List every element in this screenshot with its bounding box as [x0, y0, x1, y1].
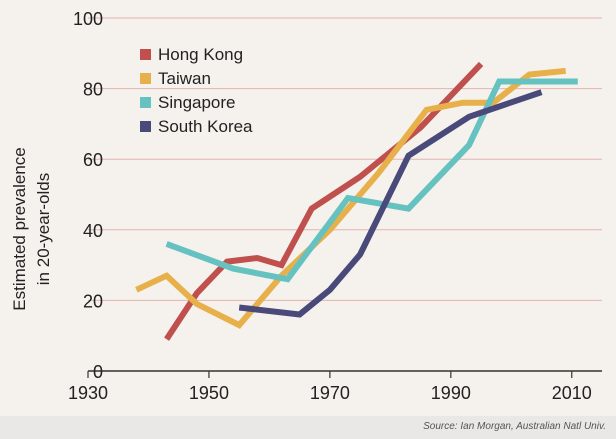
legend-swatch	[140, 121, 151, 132]
x-tick-label: 1970	[310, 383, 350, 403]
legend: Hong Kong Taiwan Singapore South Korea	[140, 45, 253, 136]
series-line-south-korea	[238, 89, 543, 318]
x-tick-label: 1990	[431, 383, 471, 403]
legend-swatch	[140, 97, 151, 108]
x-tick-label: 1930	[68, 383, 108, 403]
gridlines	[88, 17, 602, 301]
y-axis-label-line1: Estimated prevalence	[10, 147, 29, 310]
y-axis-label-line2: in 20-year-olds	[34, 173, 53, 285]
y-tick-label: 40	[83, 221, 103, 241]
series-line-singapore	[165, 78, 578, 283]
x-tick-labels: 1930 1950 1970 1990 2010	[68, 383, 592, 403]
y-tick-label: 20	[83, 291, 103, 311]
y-tick-label: 60	[83, 150, 103, 170]
source-credit: Source: Ian Morgan, Australian Natl Univ…	[423, 421, 606, 432]
chart: 0 20 40 60 80 100 1930 1950 1970 1990 2010 Hong K…	[10, 9, 602, 403]
y-tick-label: 100	[73, 9, 103, 29]
legend-label: Hong Kong	[158, 45, 243, 64]
legend-label: Taiwan	[158, 69, 211, 88]
y-tick-label: 80	[83, 80, 103, 100]
y-tick-label: 0	[93, 362, 103, 382]
x-tick-label: 2010	[552, 383, 592, 403]
legend-label: South Korea	[158, 117, 253, 136]
series-lines	[135, 61, 578, 341]
y-tick-labels: 0 20 40 60 80 100	[73, 9, 103, 382]
legend-swatch	[140, 73, 151, 84]
source-bar: Source: Ian Morgan, Australian Natl Univ…	[0, 416, 616, 439]
legend-swatch	[140, 49, 151, 60]
x-tick-label: 1950	[189, 383, 229, 403]
legend-label: Singapore	[158, 93, 236, 112]
x-axis	[87, 370, 602, 378]
